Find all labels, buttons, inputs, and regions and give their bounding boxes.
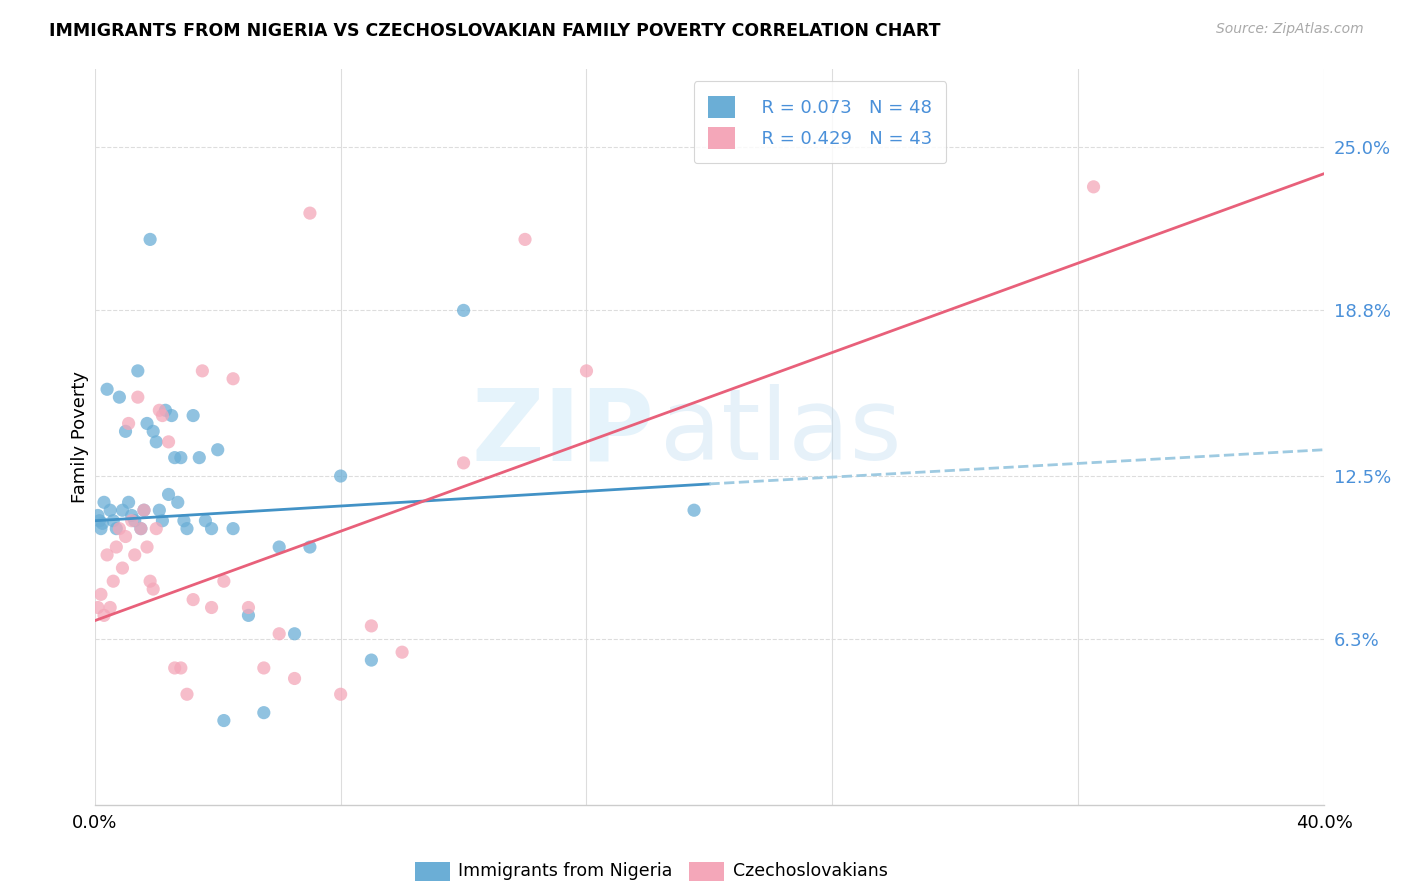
Legend:   R = 0.073   N = 48,   R = 0.429   N = 43: R = 0.073 N = 48, R = 0.429 N = 43 bbox=[693, 81, 946, 163]
Point bbox=[136, 540, 159, 554]
Point bbox=[132, 503, 155, 517]
Point bbox=[157, 434, 180, 449]
Point bbox=[683, 503, 706, 517]
Point bbox=[513, 232, 536, 246]
Point bbox=[575, 364, 598, 378]
Text: ZIP: ZIP bbox=[471, 384, 654, 482]
Point bbox=[453, 456, 475, 470]
Point bbox=[136, 417, 159, 431]
Point bbox=[152, 514, 174, 528]
Point bbox=[212, 714, 235, 728]
Point bbox=[93, 495, 115, 509]
Text: Immigrants from Nigeria: Immigrants from Nigeria bbox=[458, 863, 672, 880]
Point bbox=[176, 687, 198, 701]
Point bbox=[90, 522, 112, 536]
Point bbox=[87, 508, 110, 523]
Point bbox=[453, 303, 475, 318]
Point bbox=[108, 390, 131, 404]
Point bbox=[121, 508, 143, 523]
Point bbox=[170, 661, 193, 675]
Point bbox=[98, 600, 121, 615]
Point bbox=[108, 522, 131, 536]
Point bbox=[181, 592, 204, 607]
Point bbox=[96, 548, 118, 562]
Point bbox=[163, 661, 186, 675]
Point bbox=[269, 627, 291, 641]
Point bbox=[129, 522, 152, 536]
Point bbox=[207, 442, 229, 457]
Point bbox=[93, 608, 115, 623]
Point bbox=[111, 503, 134, 517]
Point bbox=[105, 522, 128, 536]
Point bbox=[283, 672, 305, 686]
Point bbox=[148, 403, 170, 417]
Point bbox=[160, 409, 183, 423]
Point bbox=[173, 514, 195, 528]
Text: Source: ZipAtlas.com: Source: ZipAtlas.com bbox=[1216, 22, 1364, 37]
Point bbox=[194, 514, 217, 528]
Point bbox=[170, 450, 193, 465]
Point bbox=[103, 514, 125, 528]
Point bbox=[238, 600, 260, 615]
Point bbox=[222, 372, 245, 386]
Point bbox=[329, 687, 352, 701]
Point bbox=[124, 548, 146, 562]
Point bbox=[157, 487, 180, 501]
Point bbox=[117, 417, 139, 431]
Point bbox=[114, 529, 136, 543]
Point bbox=[105, 540, 128, 554]
Y-axis label: Family Poverty: Family Poverty bbox=[72, 370, 89, 502]
Point bbox=[166, 495, 188, 509]
Point bbox=[91, 516, 114, 531]
Point bbox=[176, 522, 198, 536]
Point bbox=[155, 403, 177, 417]
Point bbox=[90, 587, 112, 601]
Point bbox=[329, 469, 352, 483]
Point bbox=[269, 540, 291, 554]
Point bbox=[89, 514, 111, 528]
Point bbox=[298, 540, 321, 554]
Point bbox=[96, 382, 118, 396]
Text: Czechoslovakians: Czechoslovakians bbox=[733, 863, 887, 880]
Point bbox=[360, 619, 382, 633]
Point bbox=[145, 434, 167, 449]
Point bbox=[129, 522, 152, 536]
Point bbox=[117, 495, 139, 509]
Point bbox=[127, 364, 149, 378]
Point bbox=[111, 561, 134, 575]
Point bbox=[200, 522, 222, 536]
Point bbox=[121, 514, 143, 528]
Point bbox=[142, 582, 165, 596]
Point bbox=[103, 574, 125, 589]
Point bbox=[145, 522, 167, 536]
Point bbox=[139, 232, 162, 246]
Point bbox=[148, 503, 170, 517]
Point bbox=[283, 627, 305, 641]
Point bbox=[132, 503, 155, 517]
Point bbox=[114, 425, 136, 439]
Point bbox=[200, 600, 222, 615]
Point bbox=[124, 514, 146, 528]
Point bbox=[87, 600, 110, 615]
Point bbox=[181, 409, 204, 423]
Point bbox=[222, 522, 245, 536]
Point bbox=[1083, 179, 1105, 194]
Text: IMMIGRANTS FROM NIGERIA VS CZECHOSLOVAKIAN FAMILY POVERTY CORRELATION CHART: IMMIGRANTS FROM NIGERIA VS CZECHOSLOVAKI… bbox=[49, 22, 941, 40]
Point bbox=[298, 206, 321, 220]
Point bbox=[212, 574, 235, 589]
Point bbox=[253, 706, 276, 720]
Point bbox=[360, 653, 382, 667]
Point bbox=[163, 450, 186, 465]
Point bbox=[152, 409, 174, 423]
Point bbox=[98, 503, 121, 517]
Point bbox=[253, 661, 276, 675]
Point bbox=[191, 364, 214, 378]
Point bbox=[391, 645, 413, 659]
Text: atlas: atlas bbox=[661, 384, 901, 482]
Point bbox=[142, 425, 165, 439]
Point bbox=[127, 390, 149, 404]
Point bbox=[238, 608, 260, 623]
Point bbox=[139, 574, 162, 589]
Point bbox=[188, 450, 211, 465]
